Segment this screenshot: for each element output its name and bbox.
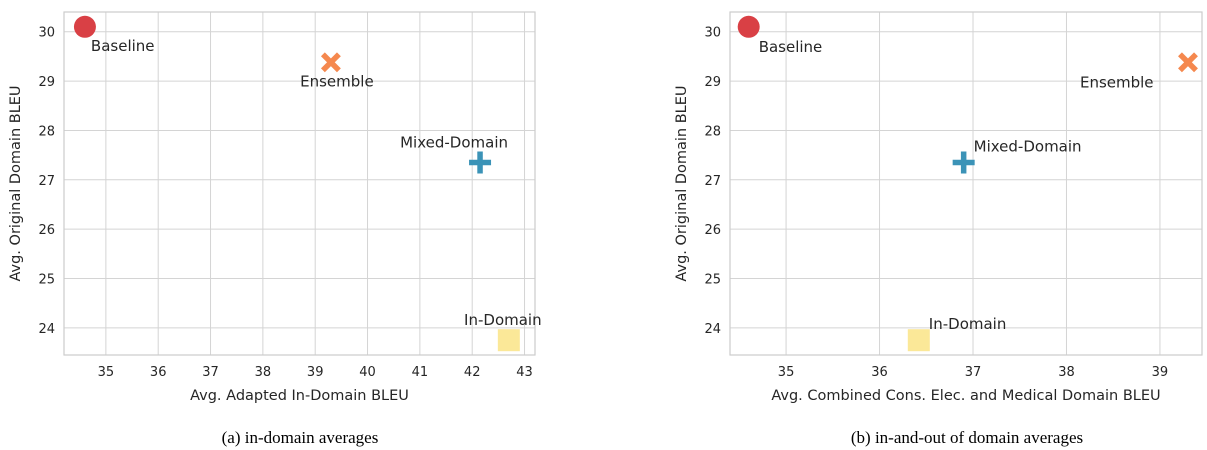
x-tick-label: 35 — [98, 365, 115, 380]
x-tick-label: 41 — [412, 365, 429, 380]
x-tick-label: 35 — [778, 365, 795, 380]
x-tick-label: 42 — [464, 365, 481, 380]
x-tick-label: 43 — [516, 365, 533, 380]
x-tick-label: 38 — [255, 365, 272, 380]
figure-caption: (a) in-domain averages — [222, 428, 379, 447]
plot-frame — [63, 11, 536, 356]
point-label-mixed-domain: Mixed-Domain — [400, 134, 508, 152]
x-tick-label: 36 — [871, 365, 888, 380]
y-tick-label: 29 — [38, 75, 55, 90]
y-tick-label: 25 — [704, 273, 721, 288]
y-tick-label: 28 — [38, 124, 55, 139]
point-label-in-domain: In-Domain — [929, 315, 1007, 333]
y-tick-label: 28 — [704, 124, 721, 139]
y-tick-label: 29 — [704, 75, 721, 90]
x-tick-label: 38 — [1058, 365, 1075, 380]
x-tick-label: 36 — [150, 365, 167, 380]
y-axis-label: Avg. Original Domain BLEU — [8, 85, 24, 281]
point-label-in-domain: In-Domain — [464, 311, 542, 329]
point-baseline — [73, 15, 96, 38]
y-tick-label: 24 — [38, 322, 55, 337]
y-tick-label: 26 — [704, 223, 721, 238]
point-in-domain — [497, 329, 520, 352]
x-tick-label: 37 — [965, 365, 982, 380]
point-baseline — [737, 15, 760, 38]
point-label-baseline: Baseline — [91, 37, 155, 55]
chart-in-and-out-domain-averages: 35 36 37 38 39 24 25 26 27 28 29 30 Avg. Combined Co… — [674, 11, 1203, 447]
y-tick-label: 24 — [704, 322, 721, 337]
y-tick-label: 25 — [38, 273, 55, 288]
point-label-mixed-domain: Mixed-Domain — [974, 138, 1082, 156]
y-tick-label: 30 — [38, 26, 55, 41]
point-mixed-domain — [952, 151, 975, 174]
y-tick-label: 30 — [704, 26, 721, 41]
y-axis-label: Avg. Original Domain BLEU — [674, 85, 690, 281]
plot-frame — [729, 11, 1203, 356]
chart-in-domain-averages: 35 36 37 38 39 40 41 42 43 24 25 26 27 28 29 30 Avg. Ada… — [8, 11, 542, 447]
x-tick-label: 39 — [307, 365, 324, 380]
figure-caption: (b) in-and-out of domain averages — [851, 428, 1083, 447]
y-tick-label: 26 — [38, 223, 55, 238]
y-tick-label: 27 — [38, 174, 55, 189]
x-tick-label: 37 — [202, 365, 219, 380]
point-in-domain — [907, 329, 930, 352]
y-tick-label: 27 — [704, 174, 721, 189]
point-ensemble — [1178, 52, 1198, 73]
point-mixed-domain — [469, 151, 492, 174]
x-axis-label: Avg. Combined Cons. Elec. and Medical Do… — [771, 388, 1160, 404]
x-tick-label: 39 — [1152, 365, 1169, 380]
x-tick-label: 40 — [359, 365, 376, 380]
point-label-ensemble: Ensemble — [300, 72, 374, 90]
point-label-baseline: Baseline — [759, 38, 823, 56]
x-axis-label: Avg. Adapted In-Domain BLEU — [190, 388, 409, 404]
point-ensemble — [320, 52, 341, 73]
point-label-ensemble: Ensemble — [1080, 73, 1154, 91]
